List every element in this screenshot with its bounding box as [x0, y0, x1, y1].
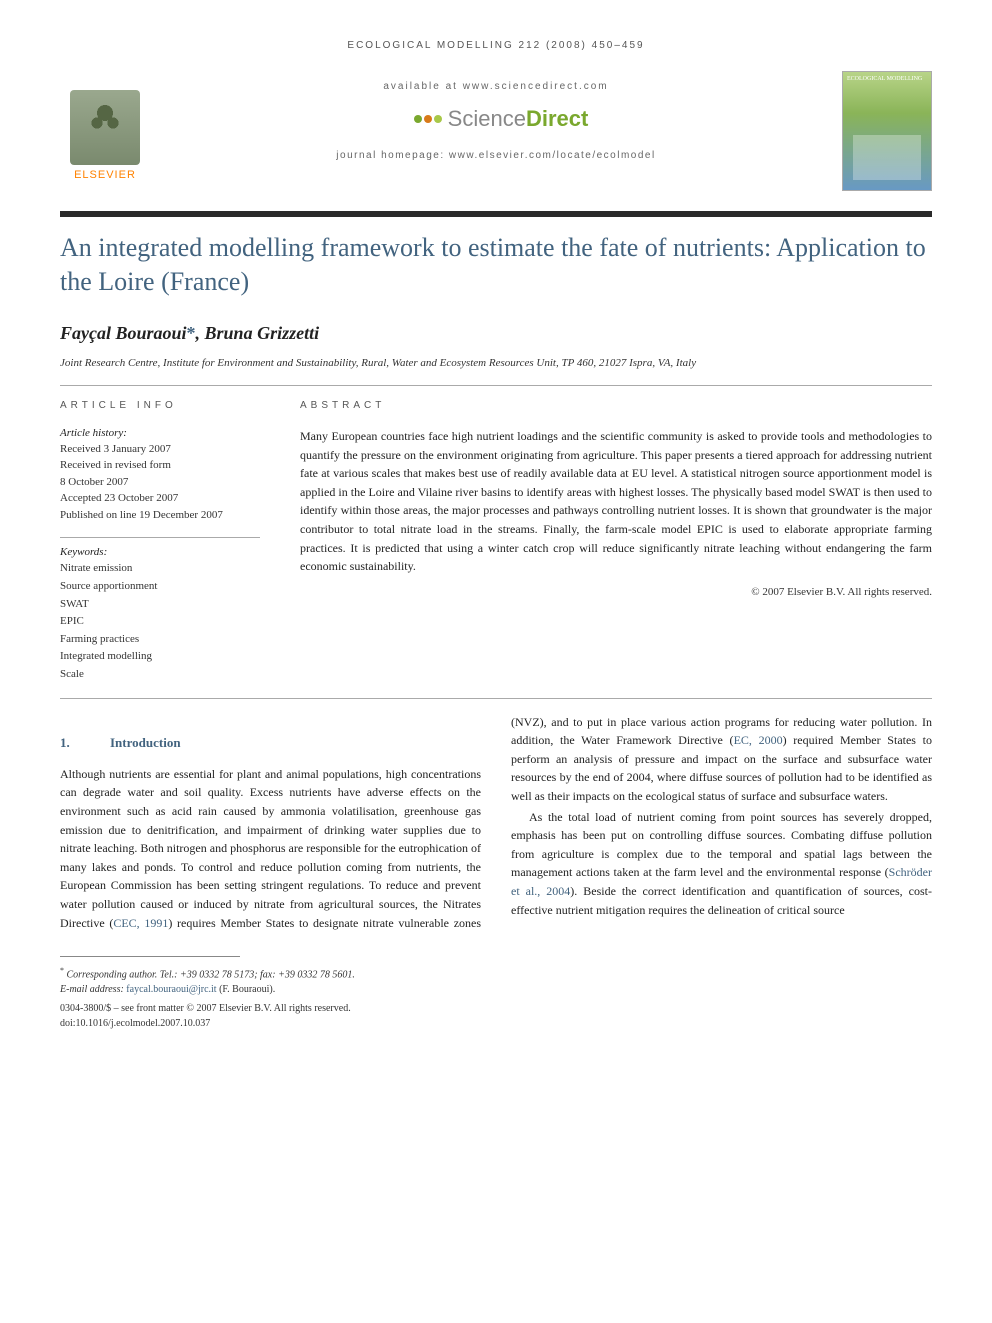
p2-a: As the total load of nutrient coming fro…	[511, 810, 932, 880]
divider-1	[60, 385, 932, 386]
sd-brand-text: ScienceDirect	[448, 106, 589, 132]
email-person: (F. Bouraoui).	[217, 984, 276, 995]
sd-dot-1	[404, 115, 412, 123]
article-info-label: ARTICLE INFO	[60, 400, 260, 411]
divider-2	[60, 698, 932, 699]
journal-homepage: journal homepage: www.elsevier.com/locat…	[170, 150, 822, 161]
history-text: Received 3 January 2007 Received in revi…	[60, 441, 260, 524]
body-columns: 1.Introduction Although nutrients are es…	[60, 713, 932, 932]
corresponding-footnote: * Corresponding author. Tel.: +39 0332 7…	[60, 965, 932, 997]
section-number: 1.	[60, 733, 110, 753]
corresponding-text: Corresponding author. Tel.: +39 0332 78 …	[67, 969, 355, 980]
keywords-head: Keywords:	[60, 546, 260, 558]
cite-cec-1991[interactable]: CEC, 1991	[113, 916, 168, 930]
intro-heading: 1.Introduction	[60, 733, 481, 753]
sciencedirect-logo: ScienceDirect	[170, 106, 822, 132]
elsevier-logo: ELSEVIER	[60, 71, 150, 181]
info-divider	[60, 537, 260, 538]
sd-dot-3	[424, 115, 432, 123]
abstract-column: ABSTRACT Many European countries face hi…	[300, 400, 932, 684]
center-banner: available at www.sciencedirect.com Scien…	[170, 71, 822, 161]
history-head: Article history:	[60, 427, 260, 439]
info-abstract-row: ARTICLE INFO Article history: Received 3…	[60, 400, 932, 684]
title-bar	[60, 211, 932, 217]
issn-line: 0304-3800/$ – see front matter © 2007 El…	[60, 1003, 351, 1014]
p2-b: ). Beside the correct identification and…	[511, 884, 932, 917]
sd-dot-4	[434, 115, 442, 123]
authors-line: Fayçal Bouraoui*, Bruna Grizzetti	[60, 323, 932, 344]
affiliation: Joint Research Centre, Institute for Env…	[60, 356, 932, 371]
sd-direct: Direct	[526, 106, 588, 131]
doi-block: 0304-3800/$ – see front matter © 2007 El…	[60, 1001, 932, 1031]
sd-science: Science	[448, 106, 526, 131]
footnote-star-icon: *	[60, 966, 64, 975]
abstract-copyright: © 2007 Elsevier B.V. All rights reserved…	[300, 586, 932, 598]
corresponding-star-icon: *	[187, 323, 196, 343]
email-link[interactable]: faycal.bouraoui@jrc.it	[126, 984, 216, 995]
elsevier-label: ELSEVIER	[74, 169, 136, 181]
sd-dot-2	[414, 115, 422, 123]
available-at-text: available at www.sciencedirect.com	[170, 81, 822, 92]
author-names-2: , Bruna Grizzetti	[196, 323, 320, 343]
email-label: E-mail address:	[60, 984, 126, 995]
section-title: Introduction	[110, 735, 181, 750]
author-names: Fayçal Bouraoui	[60, 323, 187, 343]
cover-title-text: ECOLOGICAL MODELLING	[847, 76, 922, 82]
abstract-label: ABSTRACT	[300, 400, 932, 411]
top-banner: ELSEVIER available at www.sciencedirect.…	[60, 71, 932, 203]
intro-p2: As the total load of nutrient coming fro…	[511, 808, 932, 920]
p1-a: Although nutrients are essential for pla…	[60, 767, 481, 930]
article-info-column: ARTICLE INFO Article history: Received 3…	[60, 400, 260, 684]
cite-ec-2000[interactable]: EC, 2000	[734, 733, 783, 747]
doi-line: doi:10.1016/j.ecolmodel.2007.10.037	[60, 1018, 210, 1029]
abstract-text: Many European countries face high nutrie…	[300, 427, 932, 576]
sd-dots-icon	[404, 115, 442, 123]
article-title: An integrated modelling framework to est…	[60, 231, 932, 299]
elsevier-tree-icon	[70, 90, 140, 165]
footnote-rule	[60, 956, 240, 957]
running-head: ECOLOGICAL MODELLING 212 (2008) 450–459	[60, 40, 932, 51]
journal-cover-thumb: ECOLOGICAL MODELLING	[842, 71, 932, 191]
keywords-list: Nitrate emission Source apportionment SW…	[60, 560, 260, 683]
